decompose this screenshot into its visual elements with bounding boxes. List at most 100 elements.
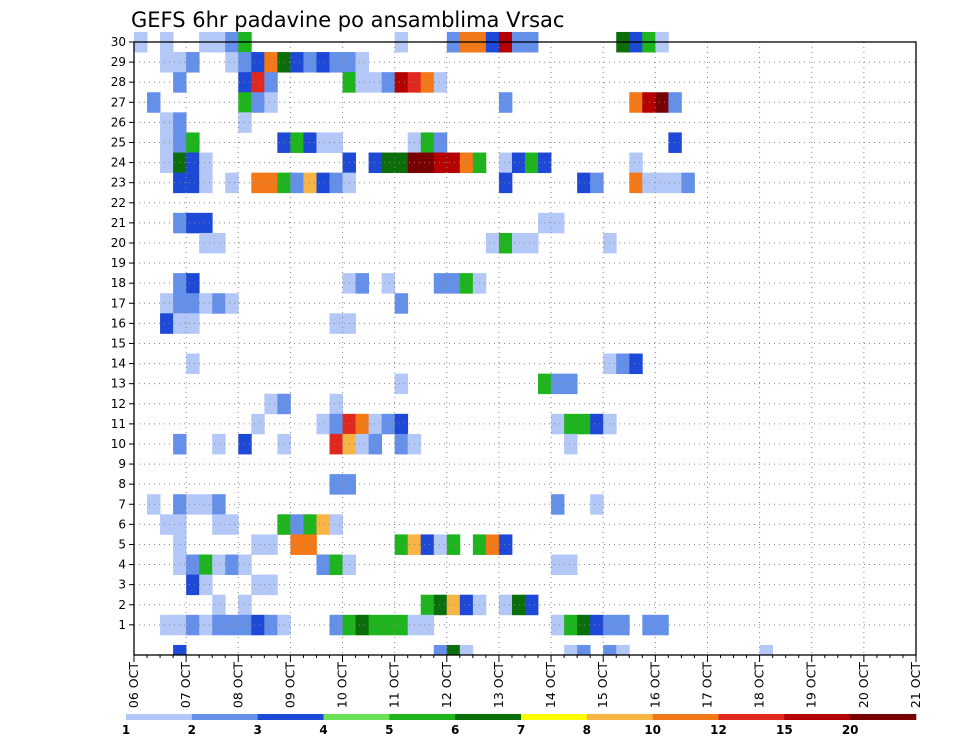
- heatmap-cell: [616, 644, 630, 656]
- heatmap-cell: [394, 152, 409, 174]
- x-tick-label: 18 OCT: [752, 662, 767, 708]
- heatmap-cell: [316, 172, 330, 194]
- grid-lines: [134, 42, 916, 655]
- heatmap-cell: [629, 92, 643, 113]
- y-tick-label: 19: [111, 256, 126, 270]
- heatmap-cell: [186, 313, 200, 334]
- heatmap-cell: [577, 172, 591, 194]
- heatmap-cell: [303, 534, 317, 555]
- heatmap-cell: [551, 554, 565, 576]
- legend-tick-label: 8: [583, 723, 591, 737]
- heatmap-cell: [329, 614, 343, 636]
- y-tick-label: 27: [111, 95, 126, 109]
- heatmap-cell: [290, 172, 304, 194]
- heatmap-cell: [199, 212, 213, 234]
- x-tick-label: 09 OCT: [282, 662, 297, 708]
- heatmap-cell: [368, 413, 383, 435]
- heatmap-cell: [629, 172, 643, 194]
- heatmap-cell: [186, 293, 200, 314]
- heatmap-cell: [446, 594, 461, 616]
- heatmap-cell: [264, 393, 278, 415]
- heatmap-cell: [590, 614, 604, 636]
- heatmap-cell: [459, 594, 474, 616]
- y-tick-label: 23: [111, 176, 126, 190]
- heatmap-cell: [212, 293, 226, 314]
- y-tick-label: 3: [118, 578, 126, 592]
- heatmap-cell: [186, 273, 200, 294]
- heatmap-cell: [186, 554, 200, 576]
- heatmap-cell: [186, 172, 200, 194]
- heatmap-cell: [485, 534, 500, 555]
- heatmap-cell: [199, 152, 213, 174]
- heatmap-cell: [577, 614, 591, 636]
- heatmap-cell: [251, 52, 265, 73]
- x-tick-label: 15 OCT: [595, 662, 610, 708]
- heatmap-cell: [433, 273, 448, 294]
- legend-swatch: [718, 714, 785, 720]
- y-tick-label: 12: [111, 397, 126, 411]
- heatmap-cell: [381, 614, 396, 636]
- heatmap-cell: [251, 72, 265, 93]
- heatmap-cell: [329, 52, 343, 73]
- heatmap-cell: [316, 413, 330, 435]
- legend-tick-label: 12: [710, 723, 727, 737]
- heatmap-cell: [433, 644, 448, 656]
- heatmap-cell: [511, 232, 526, 254]
- heatmap-cell: [147, 494, 161, 515]
- heatmap-cell: [459, 273, 474, 294]
- heatmap-cell: [525, 232, 539, 254]
- y-tick-label: 1: [118, 618, 126, 632]
- heatmap-cell: [212, 594, 226, 616]
- heatmap-cell: [355, 413, 369, 435]
- x-tick-label: 19 OCT: [804, 662, 819, 708]
- heatmap-cell: [394, 293, 409, 314]
- heatmap-cell: [355, 72, 369, 93]
- x-tick-label: 10 OCT: [335, 662, 350, 708]
- legend-swatch: [586, 714, 653, 720]
- heatmap-cell: [498, 534, 513, 555]
- heatmap-cell: [329, 554, 343, 576]
- y-tick-label: 6: [118, 517, 126, 531]
- heatmap-cell: [433, 132, 448, 153]
- x-tick-label: 21 OCT: [908, 662, 923, 708]
- x-tick-label: 14 OCT: [543, 662, 558, 708]
- legend-tick-label: 4: [319, 723, 327, 737]
- heatmap-cell: [186, 132, 200, 153]
- heatmap-cell: [551, 212, 565, 234]
- heatmap-cell: [525, 152, 539, 174]
- heatmap-cell: [160, 132, 174, 153]
- heatmap-cell: [329, 514, 343, 535]
- y-tick-label: 13: [111, 377, 126, 391]
- heatmap-cell: [160, 152, 174, 174]
- heatmap-cell: [264, 172, 278, 194]
- legend-tick-label: 1: [122, 723, 130, 737]
- heatmap-cell: [264, 72, 278, 93]
- heatmap-cell: [368, 614, 383, 636]
- y-tick-label: 22: [111, 196, 126, 210]
- heatmap-cell: [446, 152, 461, 174]
- heatmap-cell: [420, 614, 435, 636]
- heatmap-cell: [564, 413, 578, 435]
- heatmap-cell: [212, 433, 226, 455]
- heatmap-cell: [564, 614, 578, 636]
- heatmap-cell: [225, 554, 239, 576]
- legend-tick-label: 5: [385, 723, 393, 737]
- heatmap-cell: [316, 514, 330, 535]
- heatmap-cell: [564, 554, 578, 576]
- heatmap-cell: [186, 52, 200, 73]
- heatmap-cell: [225, 52, 239, 73]
- heatmap-cell: [329, 433, 343, 455]
- x-tick-label: 16 OCT: [647, 662, 662, 708]
- heatmap-cell: [394, 614, 409, 636]
- legend-swatch: [323, 714, 390, 720]
- heatmap-cell: [420, 594, 435, 616]
- y-tick-label: 4: [118, 558, 126, 572]
- heatmap-cell: [368, 152, 383, 174]
- x-tick-label: 12 OCT: [439, 662, 454, 708]
- heatmap-cell: [303, 52, 317, 73]
- y-tick-label: 25: [111, 135, 126, 149]
- heatmap-cell: [629, 353, 643, 375]
- heatmap-cell: [329, 313, 343, 334]
- heatmap-cell: [394, 413, 409, 435]
- heatmap-cell: [551, 614, 565, 636]
